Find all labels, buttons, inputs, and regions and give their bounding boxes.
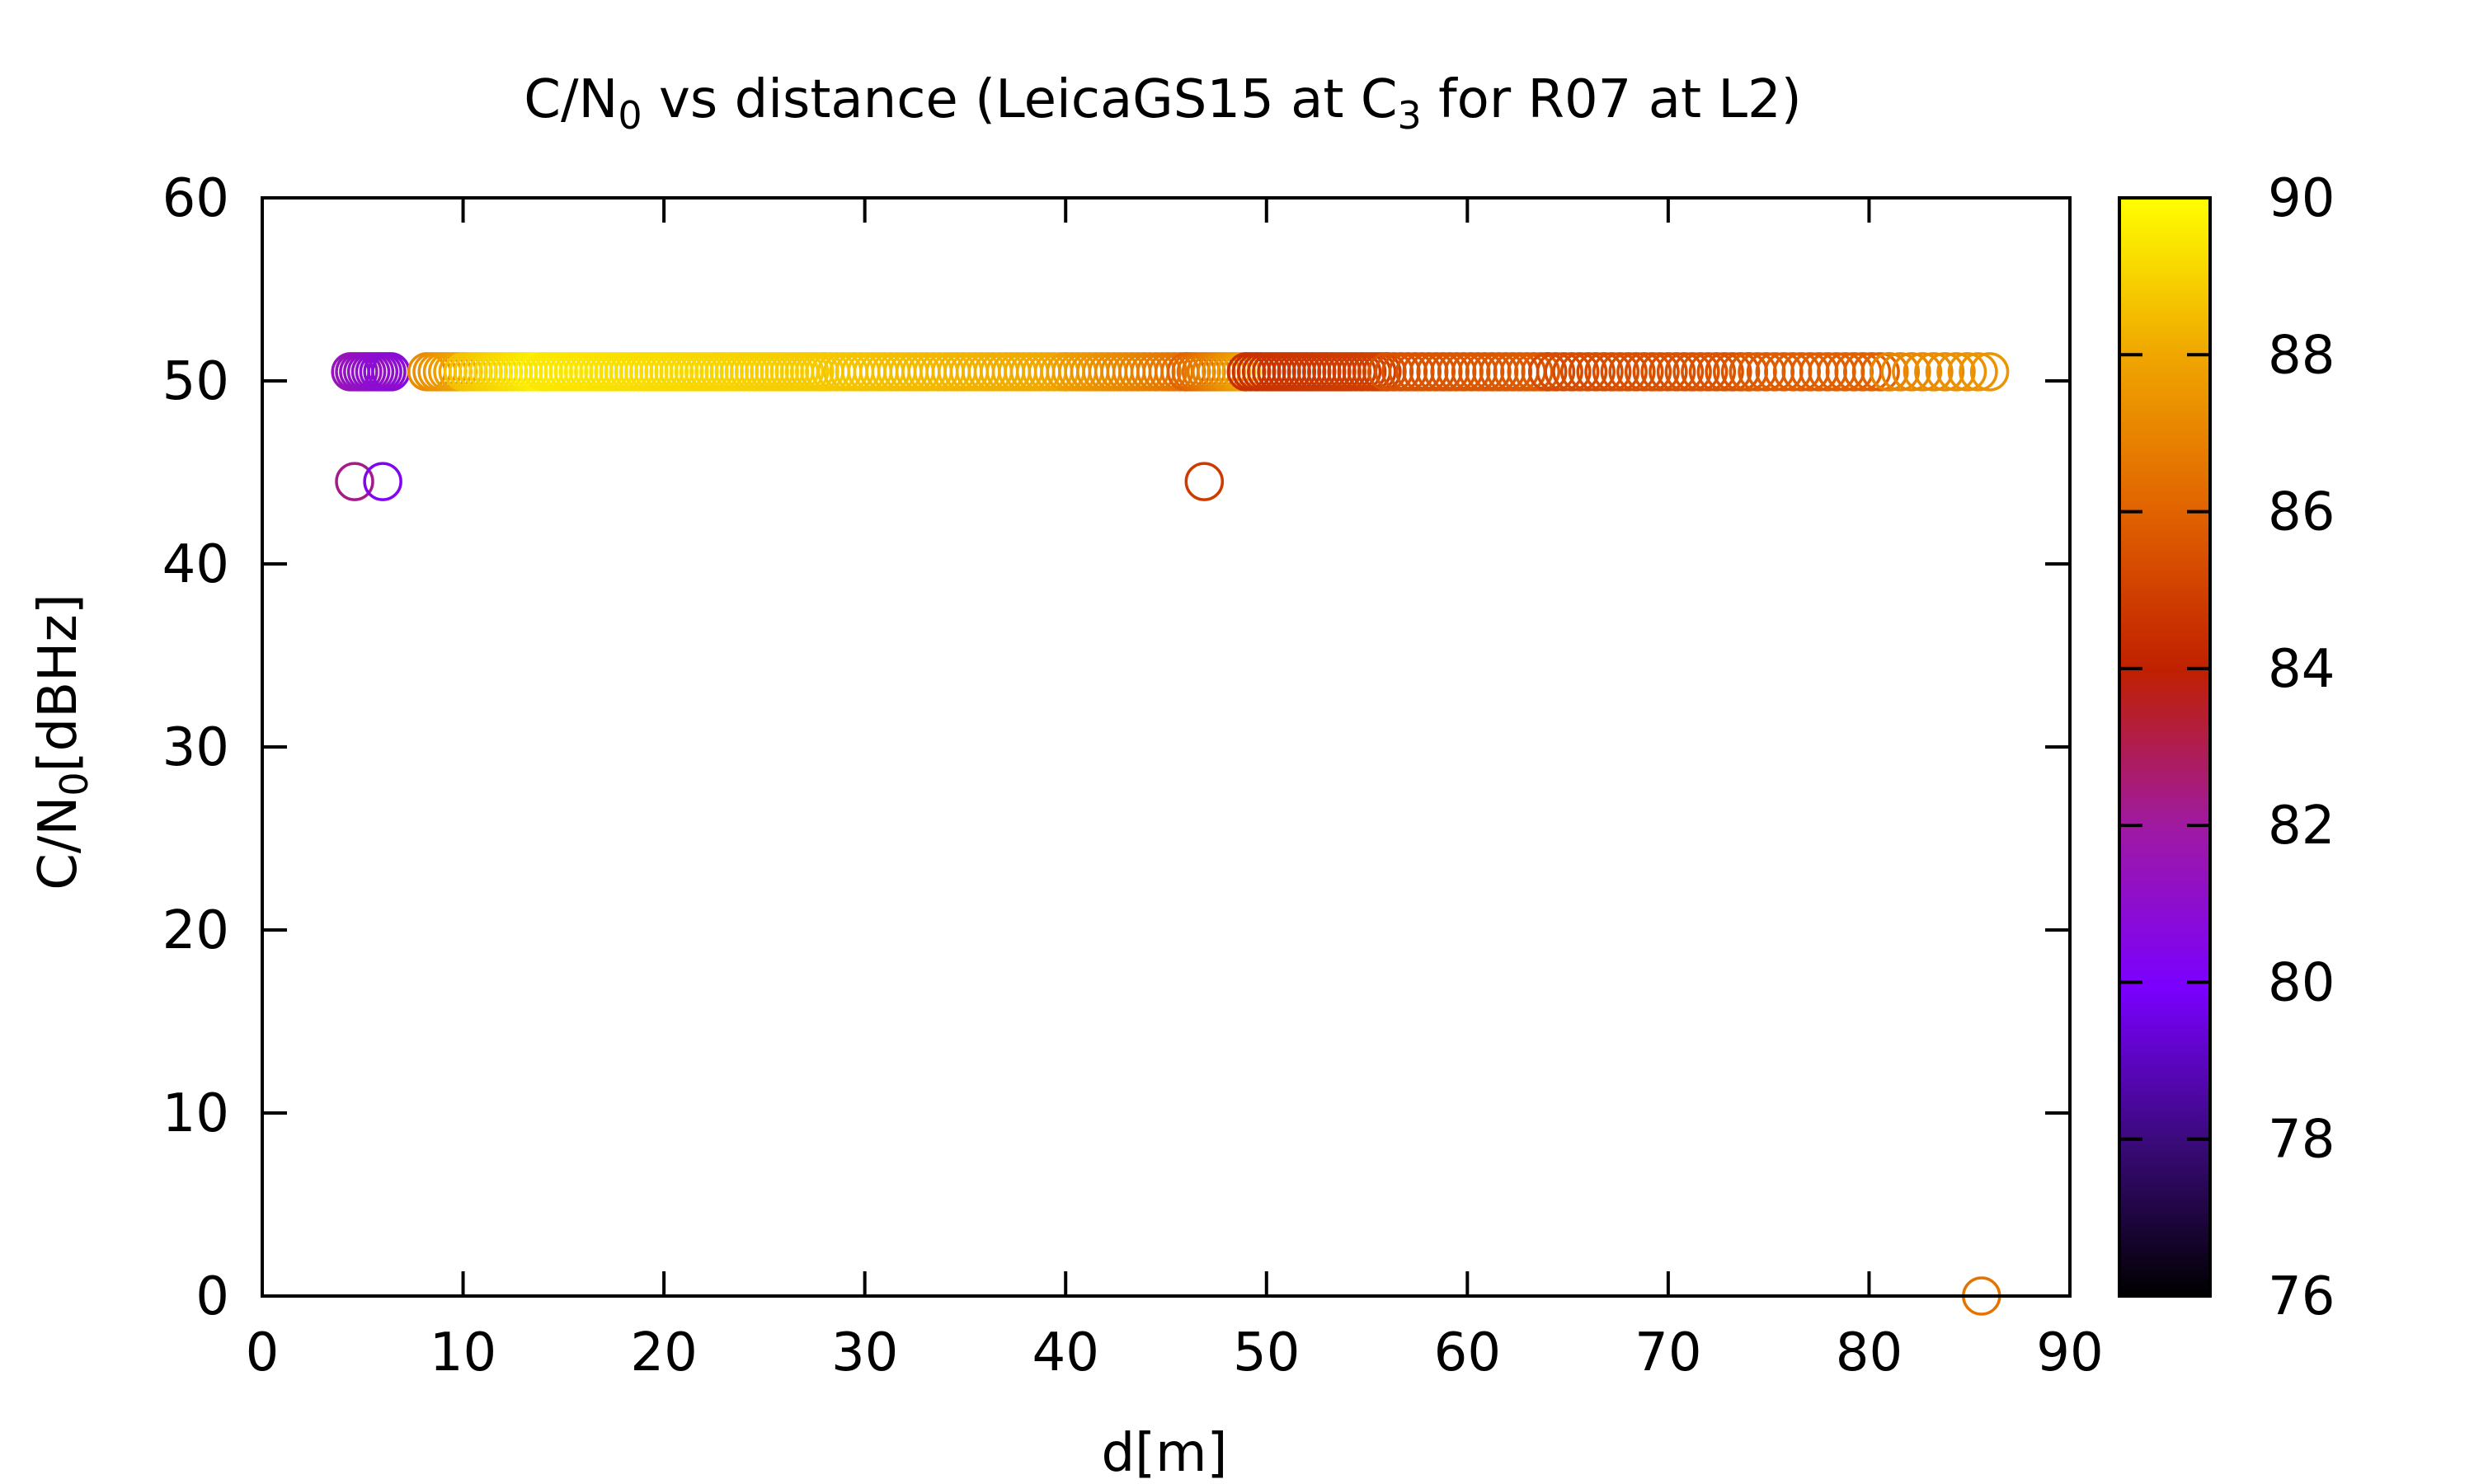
data-point: [1681, 352, 1720, 392]
colorbar-tick-label: 90: [2268, 168, 2335, 229]
data-point: [1568, 352, 1608, 392]
colorbar-ticks: 76 78 80 82 84 86 88 90: [2119, 168, 2335, 1327]
data-point: [1860, 352, 1900, 392]
y-tick-label: 20: [162, 900, 229, 961]
x-tick-label: 50: [1233, 1322, 1300, 1383]
data-point: [1914, 352, 1954, 392]
data-point: [1624, 352, 1664, 392]
x-tick-label: 60: [1434, 1322, 1501, 1383]
data-point: [335, 462, 374, 501]
data-point: [1600, 352, 1640, 392]
data-point: [1925, 352, 1965, 392]
data-point: [1892, 352, 1931, 392]
data-point: [1713, 352, 1752, 392]
data-point: [1880, 352, 1921, 392]
x-axis-ticks: 0 10 20 30 40 50 60 70 80 90: [246, 198, 2104, 1383]
x-tick-label: 40: [1032, 1322, 1099, 1383]
y-tick-label: 60: [162, 168, 229, 229]
y-tick-label: 40: [162, 534, 229, 595]
colorbar-tick-label: 84: [2268, 639, 2335, 700]
data-point: [1608, 352, 1648, 392]
data-point: [1616, 352, 1656, 392]
data-point: [1640, 352, 1680, 392]
data-point: [1688, 352, 1729, 392]
y-axis-label: C/N0[dBHz]: [28, 594, 96, 890]
x-axis-label: d[m]: [1102, 1423, 1228, 1484]
y-tick-label: 30: [162, 717, 229, 778]
colorbar-frame: [2118, 196, 2212, 1298]
chart-title: C/N0 vs distance (LeicaGS15 at C3 for R0…: [524, 69, 1801, 138]
data-point: [1559, 352, 1600, 392]
data-point: [1576, 352, 1616, 392]
data-point: [1664, 352, 1705, 392]
data-point: [1947, 352, 1987, 392]
x-tick-label: 90: [2036, 1322, 2103, 1383]
x-tick-label: 0: [246, 1322, 280, 1383]
y-tick-label: 50: [162, 351, 229, 412]
data-point: [1696, 352, 1737, 392]
colorbar-tick-label: 76: [2268, 1266, 2335, 1327]
y-axis-ticks: 0 10 20 30 40 50 60: [162, 168, 2070, 1327]
colorbar-tick-label: 86: [2268, 482, 2335, 543]
data-point: [1705, 352, 1744, 392]
data-point: [1969, 352, 2010, 392]
data-point: [1936, 352, 1976, 392]
data-point: [1672, 352, 1712, 392]
data-point: [1552, 352, 1592, 392]
y-tick-label: 10: [162, 1083, 229, 1144]
x-tick-label: 10: [430, 1322, 496, 1383]
scatter-points: [331, 352, 2010, 1316]
data-point: [1544, 352, 1583, 392]
data-point: [1536, 352, 1576, 392]
data-point: [1851, 352, 1892, 392]
data-point: [1959, 352, 1998, 392]
data-point: [363, 462, 402, 501]
data-point: [1528, 352, 1568, 392]
data-point: [1184, 462, 1225, 501]
x-tick-label: 70: [1634, 1322, 1701, 1383]
data-point: [1903, 352, 1943, 392]
colorbar: [2119, 198, 2210, 1296]
x-tick-label: 30: [831, 1322, 898, 1383]
data-point: [1649, 352, 1688, 392]
colorbar-tick-label: 88: [2268, 325, 2335, 386]
y-tick-label: 0: [195, 1266, 229, 1327]
colorbar-tick-label: 80: [2268, 952, 2335, 1013]
data-point: [1584, 352, 1624, 392]
data-point: [1632, 352, 1672, 392]
data-point: [1592, 352, 1632, 392]
x-tick-label: 80: [1836, 1322, 1903, 1383]
data-point: [1870, 352, 1909, 392]
colorbar-tick-label: 78: [2268, 1110, 2335, 1171]
colorbar-tick-label: 82: [2268, 796, 2335, 857]
data-point: [1656, 352, 1696, 392]
x-tick-label: 20: [630, 1322, 697, 1383]
data-point: [1720, 352, 1761, 392]
